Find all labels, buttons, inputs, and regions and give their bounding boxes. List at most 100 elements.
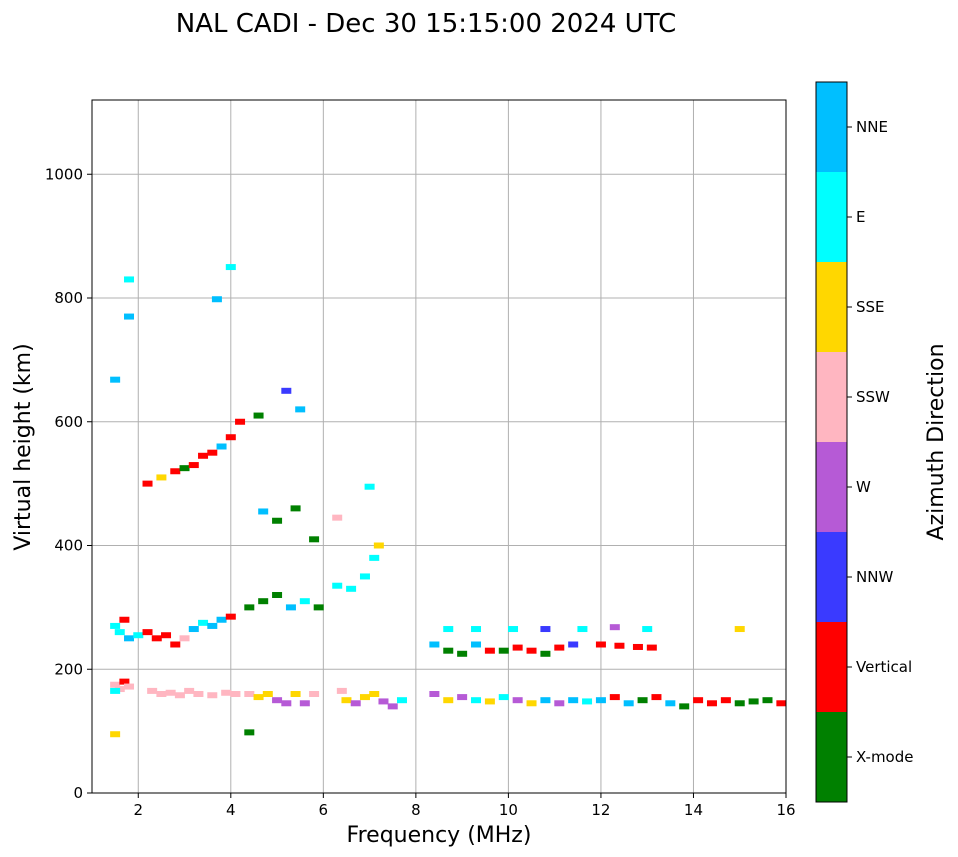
echo-point <box>554 700 565 707</box>
echo-point <box>207 622 218 629</box>
echo-point <box>577 626 588 633</box>
echo-point <box>776 700 787 707</box>
echo-point <box>364 483 375 490</box>
echo-point <box>156 474 167 481</box>
echo-point <box>110 687 121 694</box>
colorbar-label: Azimuth Direction <box>924 343 949 540</box>
colorbar-tick-label: SSW <box>856 388 890 406</box>
data-points <box>110 264 787 738</box>
echo-point <box>216 443 227 450</box>
echo-point <box>147 687 158 694</box>
echo-point <box>313 604 324 611</box>
echo-point <box>471 697 482 704</box>
y-tick-label: 800 <box>54 289 83 307</box>
echo-point <box>540 650 551 657</box>
y-tick-label: 1000 <box>45 165 83 183</box>
y-axis-ticks: 0 200 400 600 800 1000 <box>45 165 92 802</box>
x-axis-ticks: 2 4 6 8 10 12 14 16 <box>133 793 796 819</box>
echo-point <box>540 697 551 704</box>
echo-point <box>253 412 264 419</box>
echo-point <box>299 700 310 707</box>
echo-point <box>133 632 144 639</box>
echo-point <box>457 694 468 701</box>
echo-point <box>614 642 625 649</box>
echo-point <box>540 626 551 633</box>
echo-point <box>309 536 320 543</box>
echo-point <box>198 619 209 626</box>
echo-point <box>119 616 130 623</box>
echo-point <box>595 697 606 704</box>
y-axis-label: Virtual height (km) <box>11 343 36 550</box>
echo-point <box>295 406 306 413</box>
echo-point <box>142 480 153 487</box>
echo-point <box>156 691 167 697</box>
echo-point <box>244 691 255 697</box>
echo-point <box>207 692 218 699</box>
echo-point <box>174 692 185 699</box>
echo-point <box>161 632 172 639</box>
echo-point <box>609 624 620 631</box>
x-tick-label: 4 <box>226 801 236 819</box>
echo-point <box>443 647 454 654</box>
echo-point <box>512 697 523 704</box>
echo-point <box>609 694 620 701</box>
echo-point <box>235 418 246 425</box>
echo-point <box>369 691 380 697</box>
colorbar-swatch <box>816 262 847 352</box>
echo-point <box>484 647 495 654</box>
echo-point <box>734 626 745 633</box>
echo-point <box>281 700 292 707</box>
echo-point <box>110 376 121 383</box>
colorbar-tick-label: SSE <box>856 298 885 316</box>
x-tick-label: 14 <box>684 801 703 819</box>
echo-point <box>720 697 731 704</box>
echo-point <box>151 635 162 642</box>
echo-point <box>207 449 218 456</box>
echo-point <box>498 647 509 654</box>
echo-point <box>642 626 653 633</box>
echo-point <box>582 698 593 705</box>
y-tick-label: 400 <box>54 537 83 555</box>
echo-point <box>124 313 135 320</box>
echo-point <box>646 644 657 651</box>
echo-point <box>346 585 357 592</box>
colorbar-tick-label: NNW <box>856 568 893 586</box>
colorbar-tick-label: E <box>856 208 865 226</box>
grid-lines <box>92 100 787 794</box>
colorbar-tick-label: X-mode <box>856 748 913 766</box>
echo-point <box>359 694 370 701</box>
echo-point <box>170 641 181 648</box>
echo-point <box>225 434 236 441</box>
x-tick-label: 10 <box>499 801 518 819</box>
colorbar-swatch <box>816 622 847 712</box>
echo-point <box>281 387 292 394</box>
colorbar-swatch <box>816 712 847 802</box>
echo-point <box>332 582 343 589</box>
echo-point <box>443 626 454 633</box>
y-tick-label: 0 <box>73 784 83 802</box>
echo-point <box>258 508 269 515</box>
echo-point <box>272 592 283 598</box>
echo-point <box>651 694 662 701</box>
echo-point <box>290 691 301 697</box>
echo-point <box>568 697 579 704</box>
echo-point <box>142 629 153 636</box>
echo-point <box>568 641 579 648</box>
echo-point <box>498 694 509 701</box>
echo-point <box>188 626 199 633</box>
colorbar-swatch <box>816 352 847 442</box>
echo-point <box>184 687 195 694</box>
y-tick-label: 600 <box>54 413 83 431</box>
echo-point <box>165 689 176 696</box>
colorbar-tick-label: Vertical <box>856 658 912 676</box>
x-tick-label: 6 <box>319 801 329 819</box>
y-tick-label: 200 <box>54 660 83 678</box>
echo-point <box>332 514 343 521</box>
echo-point <box>114 629 125 636</box>
echo-point <box>230 691 241 697</box>
echo-point <box>378 698 389 705</box>
echo-point <box>526 647 537 654</box>
echo-point <box>554 644 565 651</box>
x-tick-label: 8 <box>411 801 421 819</box>
echo-point <box>632 643 643 650</box>
